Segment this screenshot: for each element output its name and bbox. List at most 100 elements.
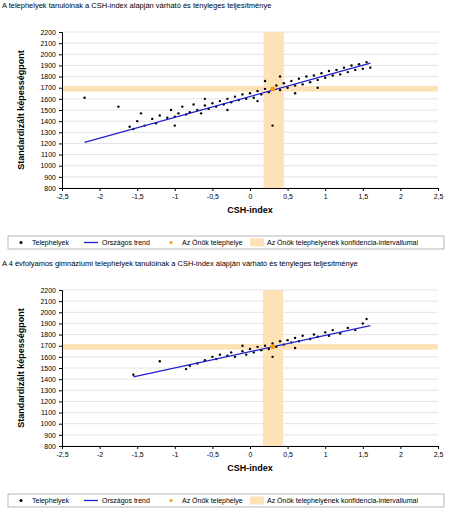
grid-line	[62, 368, 438, 369]
point	[301, 334, 303, 336]
x-tick-label: 1	[324, 451, 328, 458]
point	[354, 69, 356, 71]
y-tick: 900	[44, 432, 62, 439]
y-tick-label: 1300	[40, 129, 56, 136]
point	[211, 102, 213, 104]
x-tick-label: 0,5	[283, 193, 293, 200]
y-tick-mark	[59, 323, 62, 324]
y-tick-label: 1800	[40, 331, 56, 338]
y-tick: 1400	[40, 118, 62, 125]
grid-line	[62, 176, 438, 177]
x-tick-mark	[175, 188, 176, 191]
y-tick-mark	[59, 312, 62, 313]
y-tick-label: 1100	[41, 409, 56, 416]
point	[320, 72, 322, 74]
x-tick-label: -2	[97, 193, 103, 200]
point	[369, 66, 371, 68]
y-tick: 900	[44, 174, 62, 181]
x-tick-label: -1	[172, 193, 178, 200]
x-axis: -2,5-2-1,5-1-0,500,511,522,5	[56, 446, 443, 458]
point	[350, 64, 352, 66]
x-tick-label: 0	[249, 451, 253, 458]
y-tick-mark	[59, 110, 62, 111]
legend-symbol	[84, 500, 98, 501]
point	[324, 76, 326, 78]
point	[181, 105, 183, 107]
y-tick-label: 1500	[40, 365, 56, 372]
y-tick-label: 2100	[40, 40, 56, 47]
y-tick: 1900	[40, 320, 62, 327]
x-tick-mark	[288, 188, 289, 191]
y-axis-line	[59, 33, 63, 189]
grid-line	[62, 32, 438, 33]
y-tick-mark	[59, 65, 62, 66]
grid-line	[62, 54, 438, 55]
y-tick-label: 1200	[40, 140, 56, 147]
y-tick-mark	[59, 424, 62, 425]
point	[332, 74, 334, 76]
y-tick-label: 1000	[40, 420, 56, 427]
point	[279, 89, 281, 91]
confidence-band-y	[62, 344, 438, 350]
point	[241, 93, 243, 95]
point	[294, 347, 296, 349]
y-tick-label: 2000	[40, 309, 56, 316]
y-tick-mark	[59, 188, 62, 189]
x-tick-label: -1	[172, 451, 178, 458]
y-axis-title: Standardizált képességpont	[16, 50, 26, 170]
x-axis-line	[63, 189, 439, 192]
y-tick: 1800	[40, 331, 62, 338]
x-tick: 0,5	[283, 188, 293, 200]
y-tick-mark	[59, 335, 62, 336]
grid-line	[62, 379, 438, 380]
y-tick-label: 800	[44, 185, 56, 192]
y-tick-label: 900	[44, 174, 56, 181]
y-tick-label: 1000	[40, 162, 56, 169]
y-tick-label: 1600	[40, 354, 56, 361]
y-axis: 8009001000110012001300140015001600170018…	[40, 29, 62, 192]
x-axis-title: CSH-index	[227, 463, 273, 473]
x-tick: 0	[249, 446, 253, 458]
y-tick-mark	[59, 132, 62, 133]
point	[256, 100, 258, 102]
point	[226, 98, 228, 100]
y-tick: 1500	[40, 365, 62, 372]
point	[313, 333, 315, 335]
point	[332, 329, 334, 331]
y-tick: 1800	[40, 73, 62, 80]
y-tick-label: 1500	[40, 107, 56, 114]
point	[362, 68, 364, 70]
y-tick: 2200	[40, 29, 62, 36]
point	[256, 90, 258, 92]
y-tick-mark	[59, 357, 62, 358]
y-tick-mark	[59, 177, 62, 178]
y-tick-label: 1100	[41, 151, 56, 158]
point	[365, 61, 367, 63]
x-tick-label: -1,5	[132, 451, 144, 458]
x-tick-mark	[438, 446, 439, 449]
x-tick: 1,5	[358, 188, 368, 200]
y-tick: 2100	[40, 298, 62, 305]
grid-line	[62, 312, 438, 313]
y-tick-label: 1800	[40, 73, 56, 80]
x-tick: 0,5	[283, 446, 293, 458]
legend-symbol	[20, 241, 23, 244]
legend-symbol	[250, 497, 264, 505]
x-tick-mark	[325, 446, 326, 449]
point	[290, 80, 292, 82]
point	[347, 71, 349, 73]
y-tick-label: 800	[44, 443, 56, 450]
y-axis: 8009001000110012001300140015001600170018…	[40, 287, 62, 450]
grid-line	[62, 43, 438, 44]
point	[234, 356, 236, 358]
legend-box	[8, 494, 444, 507]
trend-line	[133, 326, 370, 377]
point	[241, 350, 243, 352]
point	[270, 344, 275, 349]
x-tick-label: -1,5	[132, 193, 144, 200]
x-tick-label: 0	[249, 193, 253, 200]
legend-symbol	[84, 242, 98, 243]
x-tick-mark	[212, 446, 213, 449]
point	[241, 345, 243, 347]
point	[324, 331, 326, 333]
